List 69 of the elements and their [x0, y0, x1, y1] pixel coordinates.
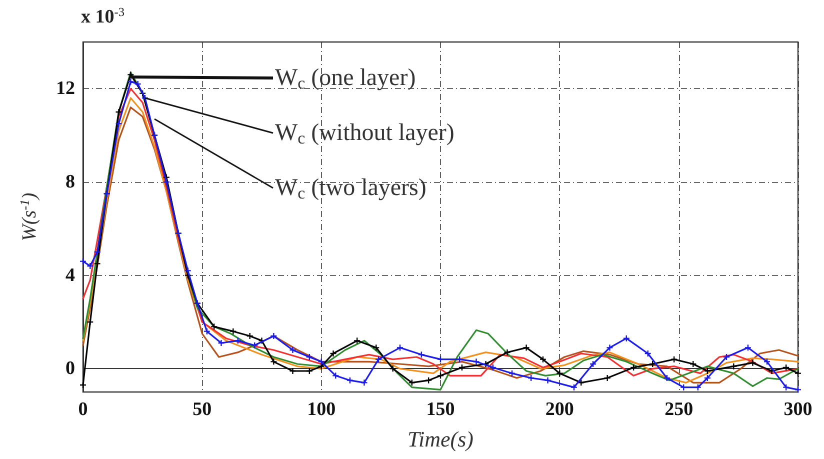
- point: [671, 356, 678, 362]
- point: [540, 356, 546, 362]
- point: [376, 356, 382, 362]
- point: [744, 344, 751, 351]
- x-tick-label: 100: [307, 399, 336, 420]
- point: [128, 78, 134, 85]
- point: [438, 372, 444, 379]
- point: [330, 350, 336, 356]
- point: [204, 328, 210, 334]
- point: [795, 386, 801, 393]
- point: [730, 363, 737, 370]
- point: [246, 333, 253, 339]
- y-tick-label: 8: [66, 172, 75, 192]
- point: [418, 352, 424, 358]
- point: [523, 344, 530, 351]
- x-tick-label: 250: [664, 399, 694, 420]
- point: [623, 335, 630, 342]
- point: [332, 372, 339, 379]
- point: [218, 340, 224, 346]
- point: [80, 258, 86, 264]
- point: [795, 370, 801, 376]
- point: [290, 347, 296, 353]
- point: [408, 380, 415, 386]
- point: [94, 260, 100, 267]
- point: [346, 377, 353, 384]
- point: [116, 109, 122, 115]
- point: [128, 72, 134, 78]
- point: [270, 333, 277, 339]
- point: [230, 328, 236, 334]
- point: [396, 344, 403, 351]
- point: [570, 384, 577, 390]
- point: [473, 358, 480, 365]
- point: [87, 319, 94, 325]
- point: [318, 363, 324, 370]
- y-tick-label: 12: [56, 78, 75, 100]
- x-tick-label: 50: [192, 399, 212, 420]
- y-tick-label: 4: [66, 264, 76, 286]
- y-axis-title: W(s-1): [17, 192, 40, 242]
- point: [373, 344, 380, 351]
- point: [764, 358, 770, 365]
- point: [509, 370, 515, 376]
- point: [390, 366, 396, 372]
- point: [134, 81, 141, 87]
- y-tick-label: 0: [66, 358, 75, 380]
- point: [750, 360, 756, 366]
- point: [270, 358, 277, 365]
- x-tick-label: 300: [784, 399, 812, 420]
- x-tick-label: 150: [426, 399, 455, 420]
- point: [644, 350, 651, 356]
- point: [354, 338, 360, 344]
- point: [544, 377, 551, 384]
- x-axis-title: Time(s): [408, 426, 474, 452]
- point: [604, 375, 610, 381]
- point: [290, 368, 296, 374]
- point: [606, 344, 613, 351]
- point: [94, 249, 100, 255]
- point: [234, 338, 241, 344]
- point: [318, 358, 324, 365]
- point: [504, 349, 510, 356]
- point: [361, 380, 368, 386]
- point: [426, 377, 432, 384]
- point: [116, 120, 122, 127]
- x-tick-label: 200: [545, 399, 574, 420]
- point: [556, 370, 563, 376]
- point: [87, 263, 94, 269]
- point: [184, 268, 191, 274]
- point: [211, 324, 218, 330]
- point: [783, 384, 790, 390]
- point: [252, 342, 258, 348]
